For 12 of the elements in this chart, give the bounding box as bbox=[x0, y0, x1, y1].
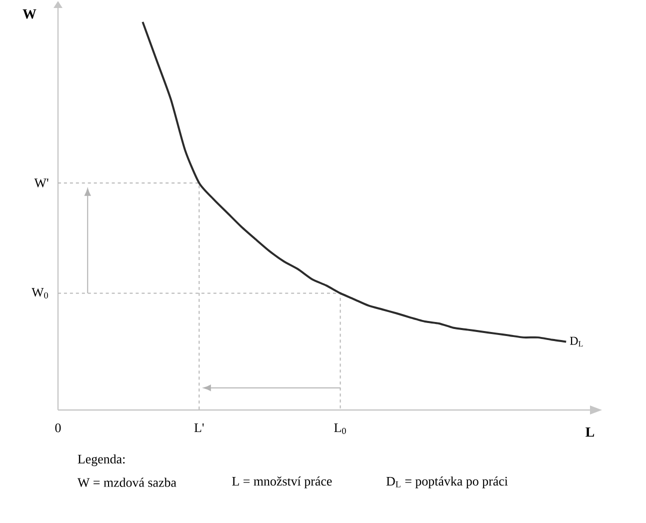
text: L = množství práce bbox=[232, 476, 332, 488]
series-label: D$_{L}$ bbox=[570, 336, 583, 347]
text: Legenda: bbox=[78, 454, 125, 466]
text: W = mzdová sazba bbox=[77, 478, 176, 487]
y-axis-title: W bbox=[22, 9, 36, 19]
x-tick-label: 0 bbox=[55, 424, 61, 432]
text: D$_{L}$ = poptávka po práci bbox=[386, 476, 508, 488]
ref-line-label: W' bbox=[34, 178, 48, 188]
ref-line-label: W$_{0}$ bbox=[32, 288, 48, 298]
x-axis-title: L bbox=[586, 428, 594, 437]
x-tick-label: L$_{0}$ bbox=[334, 424, 346, 434]
x-tick-label: L' bbox=[194, 424, 204, 432]
